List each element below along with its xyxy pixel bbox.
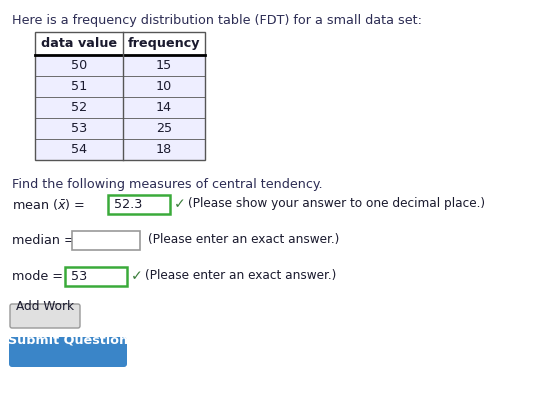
Text: 50: 50: [71, 59, 87, 72]
Bar: [65, 267, 127, 285]
Bar: [72, 231, 140, 249]
Text: 54: 54: [71, 143, 87, 156]
FancyBboxPatch shape: [9, 337, 127, 367]
Text: mean ($\bar{x}$) =: mean ($\bar{x}$) =: [12, 196, 85, 211]
Bar: [35, 97, 205, 118]
Text: ✓: ✓: [174, 197, 186, 211]
Bar: [35, 32, 205, 160]
Text: 15: 15: [156, 59, 172, 72]
Text: median =: median =: [12, 234, 75, 247]
Text: frequency: frequency: [128, 37, 200, 50]
Bar: [35, 55, 205, 76]
Text: 52.3: 52.3: [114, 198, 142, 211]
Bar: [35, 118, 205, 139]
Text: ✓: ✓: [131, 269, 143, 283]
Text: (Please enter an exact answer.): (Please enter an exact answer.): [145, 270, 336, 283]
Text: 10: 10: [156, 80, 172, 93]
Text: Find the following measures of central tendency.: Find the following measures of central t…: [12, 178, 323, 191]
Text: 52: 52: [71, 101, 87, 114]
Text: Add Work: Add Work: [16, 299, 74, 312]
Bar: [35, 76, 205, 97]
Text: Submit Question: Submit Question: [8, 333, 128, 346]
Text: 51: 51: [71, 80, 87, 93]
Bar: [35, 139, 205, 160]
Text: 53: 53: [71, 270, 88, 283]
Text: (Please enter an exact answer.): (Please enter an exact answer.): [148, 234, 339, 247]
Text: mode =: mode =: [12, 270, 63, 283]
FancyBboxPatch shape: [10, 304, 80, 328]
Text: data value: data value: [41, 37, 117, 50]
Text: 18: 18: [156, 143, 172, 156]
Text: (Please show your answer to one decimal place.): (Please show your answer to one decimal …: [188, 198, 485, 211]
Text: 14: 14: [156, 101, 172, 114]
Text: 53: 53: [71, 122, 87, 135]
Text: Here is a frequency distribution table (FDT) for a small data set:: Here is a frequency distribution table (…: [12, 14, 422, 27]
Bar: [108, 195, 170, 213]
Text: 25: 25: [156, 122, 172, 135]
